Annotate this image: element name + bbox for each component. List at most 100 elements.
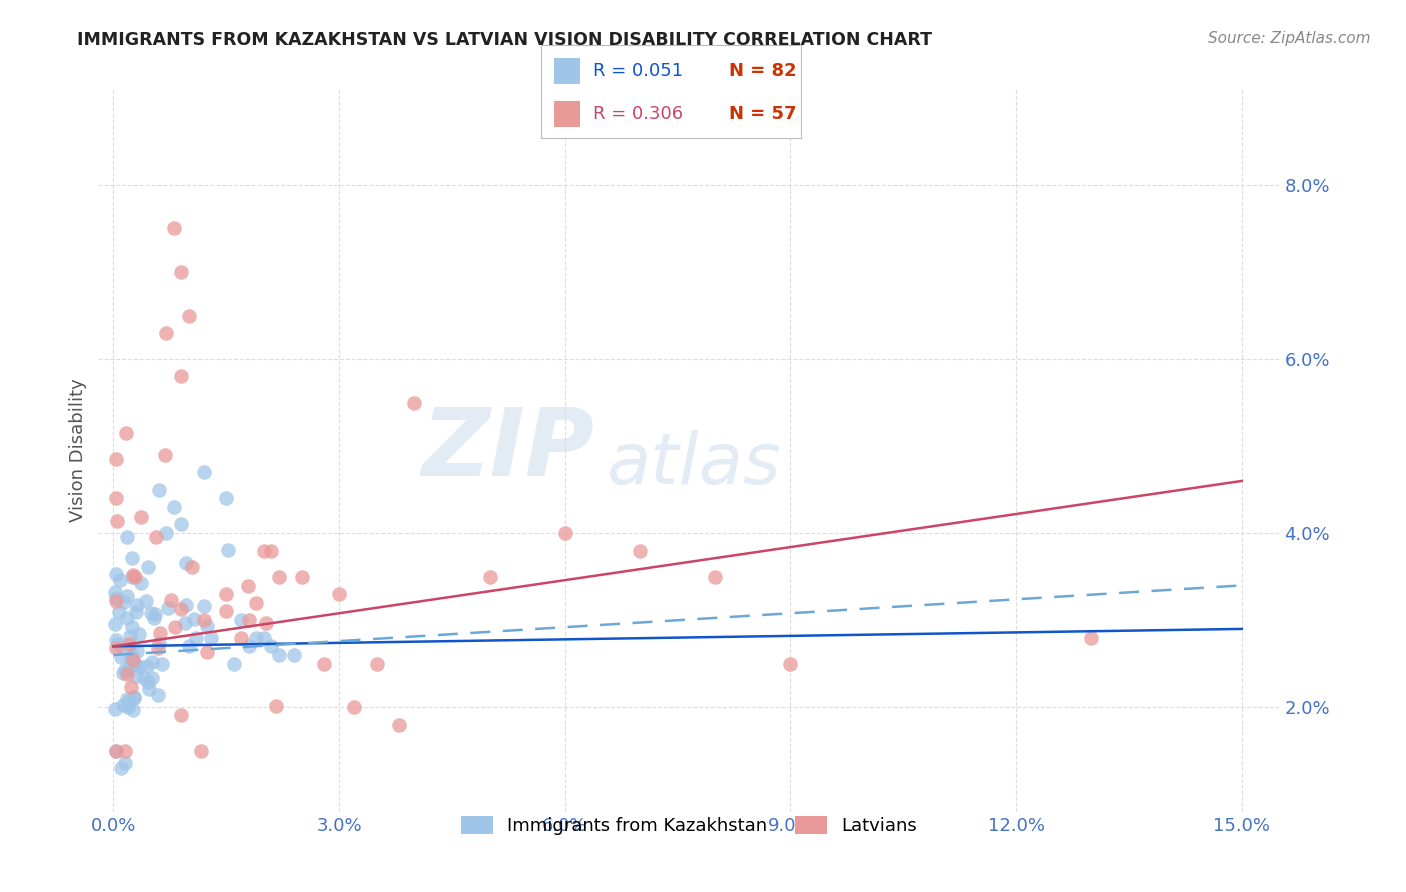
Point — [704, 570, 727, 584]
Point — [115, 589, 138, 603]
Point — [120, 680, 142, 694]
Point — [125, 605, 148, 619]
Point — [145, 530, 167, 544]
Point — [174, 598, 197, 612]
Point — [121, 550, 143, 565]
Point — [290, 570, 312, 584]
Point — [245, 596, 267, 610]
Point — [104, 594, 127, 608]
Point — [135, 594, 157, 608]
Point — [120, 651, 142, 665]
Point — [121, 620, 143, 634]
Point — [388, 717, 411, 731]
Point — [117, 699, 139, 714]
Point — [127, 598, 149, 612]
Point — [170, 369, 193, 384]
Point — [186, 631, 208, 645]
Point — [128, 627, 150, 641]
Point — [136, 675, 159, 690]
Point — [104, 617, 127, 632]
Point — [253, 631, 276, 645]
Point — [114, 744, 136, 758]
Point — [152, 657, 174, 672]
Point — [125, 669, 148, 683]
Bar — [554, 101, 581, 127]
Point — [122, 657, 145, 672]
Point — [118, 637, 141, 651]
Point — [129, 660, 152, 674]
Point — [141, 671, 163, 685]
Point — [155, 326, 177, 340]
Point — [404, 395, 426, 409]
Point — [157, 601, 180, 615]
Point — [174, 556, 197, 570]
Point — [136, 559, 159, 574]
Point — [217, 543, 239, 558]
Point — [148, 641, 170, 656]
Point — [104, 640, 127, 655]
Point — [193, 465, 215, 479]
Point — [343, 700, 366, 714]
Point — [153, 449, 176, 463]
Point — [231, 613, 253, 627]
Point — [105, 591, 128, 606]
Point — [200, 631, 222, 645]
Point — [222, 657, 245, 671]
Point — [160, 592, 183, 607]
Point — [105, 514, 128, 528]
Point — [129, 509, 152, 524]
Point — [108, 606, 131, 620]
Point — [267, 648, 290, 662]
Point — [260, 543, 283, 558]
Point — [148, 483, 170, 497]
Text: Source: ZipAtlas.com: Source: ZipAtlas.com — [1208, 31, 1371, 46]
Point — [117, 531, 139, 545]
Point — [260, 640, 283, 654]
Point — [114, 756, 136, 770]
Point — [155, 526, 177, 541]
Point — [149, 625, 172, 640]
Point — [104, 585, 127, 599]
Point — [163, 500, 186, 514]
Point — [129, 576, 152, 591]
Point — [120, 657, 142, 672]
Point — [215, 491, 238, 506]
Point — [366, 657, 388, 671]
Y-axis label: Vision Disability: Vision Disability — [69, 378, 87, 523]
Point — [104, 702, 127, 716]
Point — [110, 761, 132, 775]
Point — [112, 665, 135, 680]
Point — [114, 425, 136, 440]
Text: ZIP: ZIP — [422, 404, 595, 497]
Point — [112, 595, 135, 609]
Point — [143, 607, 166, 621]
Point — [328, 587, 350, 601]
Point — [267, 570, 290, 584]
Point — [138, 681, 160, 696]
Point — [195, 619, 218, 633]
Point — [170, 517, 193, 532]
Point — [121, 570, 143, 584]
Point — [104, 632, 127, 647]
Point — [253, 543, 276, 558]
Text: atlas: atlas — [606, 431, 780, 500]
Point — [238, 640, 260, 654]
Point — [118, 629, 141, 643]
Text: N = 57: N = 57 — [728, 105, 796, 123]
Text: R = 0.306: R = 0.306 — [593, 105, 683, 123]
Point — [231, 631, 253, 645]
Point — [104, 566, 127, 581]
Point — [283, 648, 305, 662]
Point — [118, 694, 141, 708]
Point — [107, 637, 129, 651]
Point — [215, 587, 238, 601]
Point — [132, 671, 155, 685]
Point — [264, 698, 287, 713]
Point — [124, 570, 146, 584]
Point — [124, 690, 146, 704]
Point — [125, 658, 148, 673]
Text: N = 82: N = 82 — [728, 62, 796, 79]
Point — [148, 636, 170, 650]
Point — [254, 615, 277, 630]
Point — [193, 599, 215, 613]
